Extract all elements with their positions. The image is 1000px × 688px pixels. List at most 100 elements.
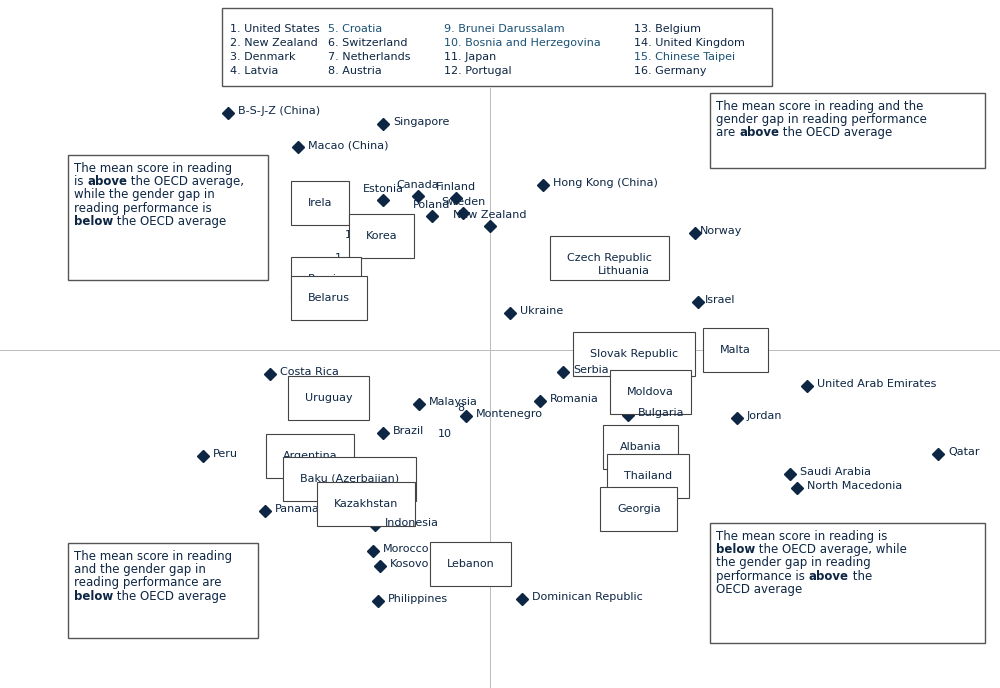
- Text: below: below: [74, 215, 113, 228]
- Text: Malaysia: Malaysia: [429, 397, 478, 407]
- FancyBboxPatch shape: [222, 8, 772, 86]
- Text: Albania: Albania: [620, 442, 662, 452]
- Text: 5. Croatia: 5. Croatia: [328, 24, 382, 34]
- Text: Lithuania: Lithuania: [598, 266, 650, 276]
- Text: 7. Netherlands: 7. Netherlands: [328, 52, 411, 62]
- Text: the OECD average: the OECD average: [113, 590, 226, 603]
- Text: 11. Japan: 11. Japan: [444, 52, 496, 62]
- Text: Philippines: Philippines: [388, 594, 448, 604]
- Text: Czech Republic: Czech Republic: [567, 253, 652, 263]
- Text: Estonia: Estonia: [362, 184, 404, 194]
- Text: Finland: Finland: [436, 182, 476, 192]
- Text: 9. Brunei Darussalam: 9. Brunei Darussalam: [444, 24, 565, 34]
- Text: Argentina: Argentina: [283, 451, 338, 461]
- Text: Peru: Peru: [213, 449, 238, 459]
- Text: The mean score in reading is: The mean score in reading is: [716, 530, 887, 543]
- Text: Panama: Panama: [275, 504, 320, 514]
- Text: Morocco: Morocco: [383, 544, 430, 554]
- Text: 15. Chinese Taipei: 15. Chinese Taipei: [634, 52, 735, 62]
- FancyBboxPatch shape: [710, 523, 985, 643]
- Text: gender gap in reading performance: gender gap in reading performance: [716, 113, 927, 126]
- Text: are: are: [716, 127, 739, 140]
- Text: 8: 8: [457, 403, 465, 413]
- Text: 14. United Kingdom: 14. United Kingdom: [634, 38, 745, 48]
- Text: Saudi Arabia: Saudi Arabia: [800, 467, 871, 477]
- Text: United Arab Emirates: United Arab Emirates: [817, 379, 936, 389]
- Text: Hong Kong (China): Hong Kong (China): [553, 178, 658, 188]
- Text: and the gender gap in: and the gender gap in: [74, 563, 206, 576]
- Text: Brazil: Brazil: [393, 426, 424, 436]
- Text: Russia: Russia: [308, 274, 344, 284]
- Text: above: above: [87, 175, 127, 189]
- Text: Thailand: Thailand: [624, 471, 672, 481]
- Text: Romania: Romania: [550, 394, 599, 404]
- Text: 3. Denmark: 3. Denmark: [230, 52, 296, 62]
- Text: Malta: Malta: [720, 345, 751, 355]
- Text: 12. Portugal: 12. Portugal: [444, 66, 512, 76]
- Text: North Macedonia: North Macedonia: [807, 481, 902, 491]
- Text: below: below: [74, 590, 113, 603]
- Text: 10: 10: [345, 230, 359, 240]
- Text: above: above: [739, 127, 779, 140]
- Text: Indonesia: Indonesia: [385, 518, 439, 528]
- Text: The mean score in reading: The mean score in reading: [74, 162, 232, 175]
- Text: B-S-J-Z (China): B-S-J-Z (China): [238, 106, 320, 116]
- Text: 10: 10: [438, 429, 452, 439]
- Text: 10. Bosnia and Herzegovina: 10. Bosnia and Herzegovina: [444, 38, 601, 48]
- Text: 1: 1: [334, 253, 342, 263]
- Text: is: is: [74, 175, 87, 189]
- Text: performance is: performance is: [716, 570, 809, 583]
- Text: 4. Latvia: 4. Latvia: [230, 66, 278, 76]
- Text: Kosovo: Kosovo: [390, 559, 429, 569]
- Text: Poland: Poland: [413, 200, 451, 210]
- Text: the OECD average: the OECD average: [779, 127, 892, 140]
- Text: OECD average: OECD average: [716, 583, 802, 596]
- Text: New Zealand: New Zealand: [453, 210, 527, 220]
- Text: 8. Austria: 8. Austria: [328, 66, 382, 76]
- Text: Korea: Korea: [366, 231, 398, 241]
- Text: Lebanon: Lebanon: [447, 559, 495, 569]
- Text: Sweden: Sweden: [441, 197, 485, 207]
- Text: the OECD average: the OECD average: [113, 215, 226, 228]
- Text: 2. New Zealand: 2. New Zealand: [230, 38, 318, 48]
- Text: Dominican Republic: Dominican Republic: [532, 592, 643, 602]
- Text: Jordan: Jordan: [747, 411, 782, 421]
- Text: Baku (Azerbaijan): Baku (Azerbaijan): [300, 474, 399, 484]
- Text: Uruguay: Uruguay: [305, 393, 353, 403]
- FancyBboxPatch shape: [68, 543, 258, 638]
- Text: Montenegro: Montenegro: [476, 409, 543, 419]
- FancyBboxPatch shape: [710, 93, 985, 168]
- Text: Costa Rica: Costa Rica: [280, 367, 339, 377]
- Text: Macao (China): Macao (China): [308, 140, 388, 150]
- Text: Slovak Republic: Slovak Republic: [590, 349, 678, 359]
- Text: Georgia: Georgia: [617, 504, 661, 514]
- Text: Belarus: Belarus: [308, 293, 350, 303]
- Text: 16. Germany: 16. Germany: [634, 66, 706, 76]
- FancyBboxPatch shape: [68, 155, 268, 280]
- Text: the: the: [849, 570, 872, 583]
- Text: Kazakhstan: Kazakhstan: [334, 499, 398, 509]
- Text: Ukraine: Ukraine: [520, 306, 563, 316]
- Text: Singapore: Singapore: [393, 117, 449, 127]
- Text: above: above: [809, 570, 849, 583]
- Text: Canada: Canada: [397, 180, 439, 190]
- Text: the OECD average, while: the OECD average, while: [755, 543, 907, 556]
- Text: 6. Switzerland: 6. Switzerland: [328, 38, 408, 48]
- Text: Israel: Israel: [705, 295, 736, 305]
- Text: while the gender gap in: while the gender gap in: [74, 189, 215, 202]
- Text: reading performance are: reading performance are: [74, 577, 222, 590]
- Text: Irela: Irela: [308, 198, 332, 208]
- Text: 1. United States: 1. United States: [230, 24, 320, 34]
- Text: Bulgaria: Bulgaria: [638, 408, 684, 418]
- Text: 13. Belgium: 13. Belgium: [634, 24, 701, 34]
- Text: The mean score in reading and the: The mean score in reading and the: [716, 100, 923, 113]
- Text: the OECD average,: the OECD average,: [127, 175, 244, 189]
- Text: reading performance is: reading performance is: [74, 202, 212, 215]
- Text: Serbia: Serbia: [573, 365, 609, 375]
- Text: Qatar: Qatar: [948, 447, 980, 457]
- Text: Moldova: Moldova: [627, 387, 674, 397]
- Text: below: below: [716, 543, 755, 556]
- Text: The mean score in reading: The mean score in reading: [74, 550, 232, 563]
- Text: the gender gap in reading: the gender gap in reading: [716, 557, 871, 570]
- Text: Norway: Norway: [700, 226, 742, 236]
